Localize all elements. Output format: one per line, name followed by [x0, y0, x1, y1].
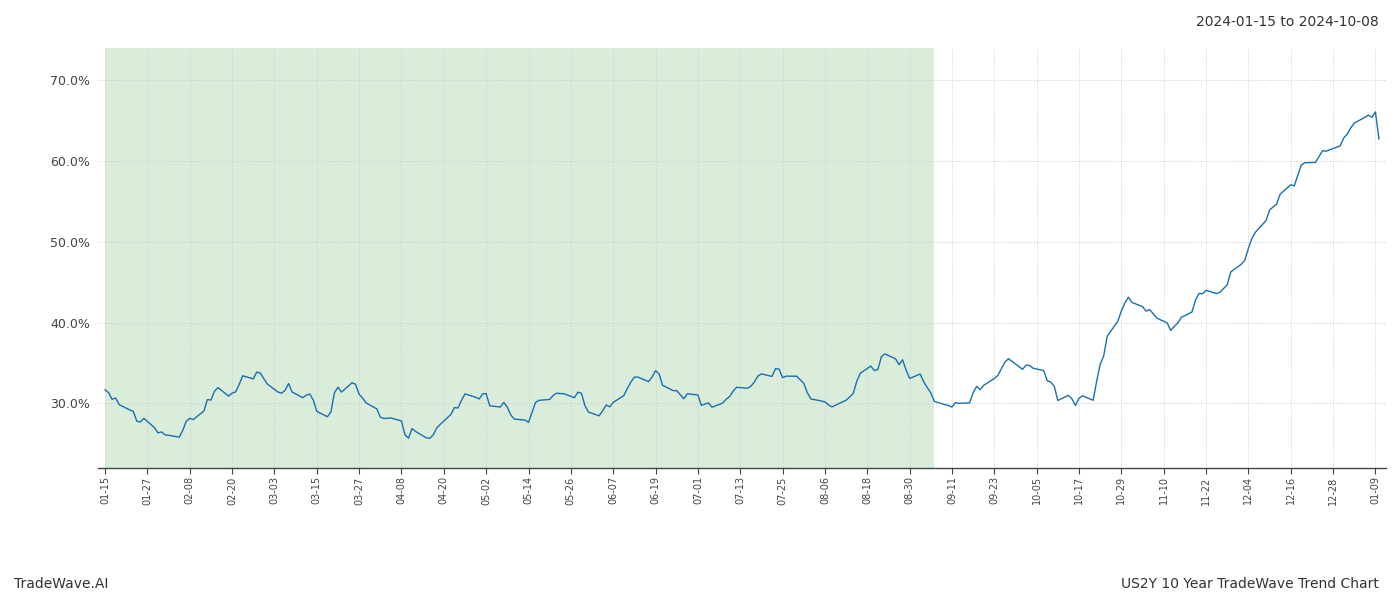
Text: TradeWave.AI: TradeWave.AI: [14, 577, 108, 591]
Text: US2Y 10 Year TradeWave Trend Chart: US2Y 10 Year TradeWave Trend Chart: [1121, 577, 1379, 591]
Bar: [105, 48, 934, 468]
Text: 2024-01-15 to 2024-10-08: 2024-01-15 to 2024-10-08: [1196, 15, 1379, 29]
